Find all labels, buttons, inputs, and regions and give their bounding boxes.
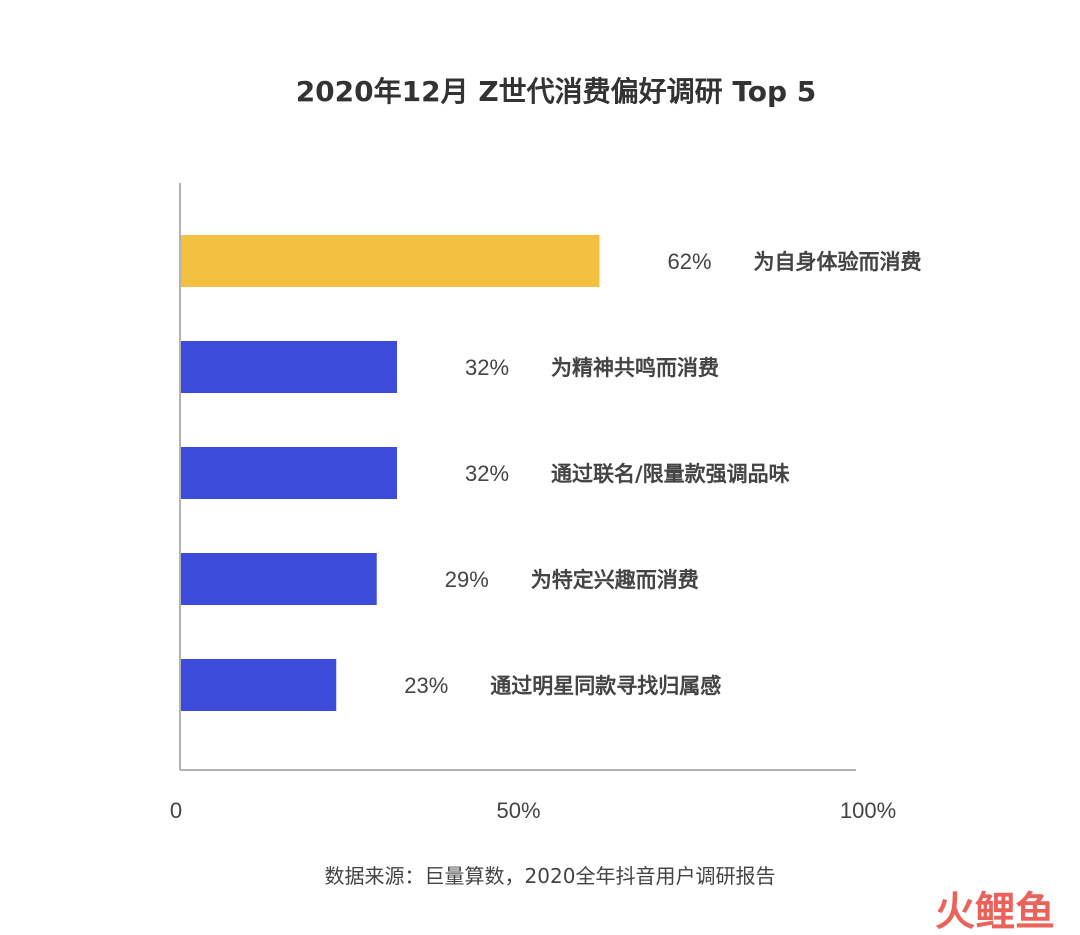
category-label-5: 通过明星同款寻找归属感 [490, 674, 721, 698]
bars-group: 62% 为自身体验而消费 32% 为精神共鸣而消费 32% 通过联名/限量款强调品味 29%… [181, 235, 922, 711]
x-tick-label-1: 0 [170, 798, 182, 823]
bar-2 [181, 341, 397, 393]
chart-title: 2020年12月 Z世代消费偏好调研 Top 5 [296, 75, 817, 108]
watermark-logo: 火鲤鱼 [935, 889, 1055, 935]
source-note: 数据来源：巨量算数，2020全年抖音用户调研报告 [325, 864, 776, 888]
bar-5 [181, 659, 337, 711]
bar-1 [181, 235, 600, 287]
bar-value-label-1: 62% [668, 249, 712, 274]
bar-4 [181, 553, 377, 605]
bar-value-label-3: 32% [465, 461, 509, 486]
bar-3 [181, 447, 397, 499]
category-label-2: 为精神共鸣而消费 [551, 356, 719, 380]
x-ticks-group: 0 50% 100% [170, 798, 896, 823]
bar-value-label-4: 29% [445, 567, 489, 592]
x-tick-label-2: 50% [496, 798, 540, 823]
category-label-3: 通过联名/限量款强调品味 [551, 462, 790, 486]
category-label-1: 为自身体验而消费 [754, 250, 922, 274]
bar-value-label-5: 23% [404, 673, 448, 698]
category-label-4: 为特定兴趣而消费 [531, 568, 699, 592]
bar-value-label-2: 32% [465, 355, 509, 380]
x-tick-label-3: 100% [840, 798, 896, 823]
